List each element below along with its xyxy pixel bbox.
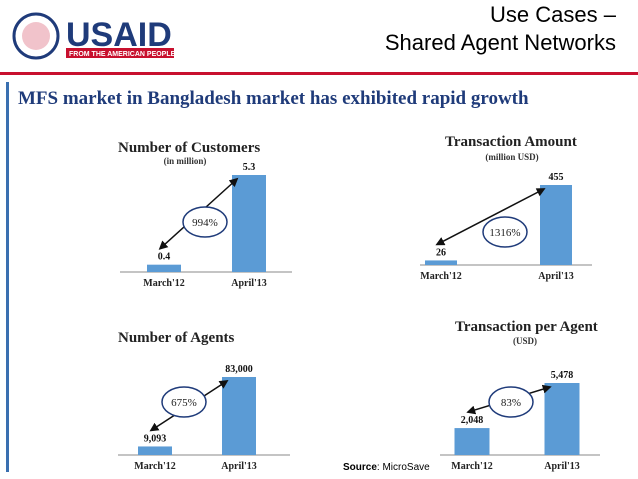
source: Source: MicroSave	[343, 462, 430, 473]
slide-title: Use Cases –	[490, 2, 617, 27]
x-tick-label: April'13	[231, 278, 267, 289]
source-text: : MicroSave	[377, 462, 430, 473]
divider	[0, 72, 638, 75]
growth-badge	[488, 386, 534, 418]
chart-title: Number of Agents	[118, 330, 235, 346]
data-label: 2,048	[461, 415, 484, 426]
bar	[138, 446, 172, 455]
growth-badge	[182, 206, 228, 238]
seal	[12, 12, 60, 60]
chart-subtitle: (in million)	[164, 156, 207, 166]
data-label: 455	[549, 172, 564, 183]
bar	[222, 377, 256, 455]
side-rule	[6, 82, 9, 472]
bar	[544, 383, 580, 455]
growth-label: 83%	[501, 397, 521, 409]
chart-title: Number of Customers	[118, 140, 260, 156]
data-label: 83,000	[225, 364, 253, 375]
source-label: Source	[343, 462, 377, 473]
growth-label: 1316%	[489, 227, 520, 239]
x-tick-label: April'13	[544, 461, 580, 472]
x-tick-label: March'12	[143, 278, 184, 289]
bar	[540, 185, 572, 265]
growth-arrow	[435, 188, 546, 246]
growth-badge	[161, 386, 207, 418]
bar	[147, 264, 181, 272]
chart-title: Transaction Amount	[445, 134, 577, 150]
logo-tagline: FROM THE AMERICAN PEOPLE	[69, 51, 176, 58]
x-tick-label: March'12	[451, 461, 492, 472]
growth-badge	[482, 216, 528, 248]
chart-title: Transaction per Agent	[455, 319, 598, 335]
x-tick-label: March'12	[134, 461, 175, 472]
data-label: 5.3	[243, 162, 256, 173]
x-tick-label: March'12	[420, 271, 461, 282]
logo: USAID FROM THE AMERICAN PEOPLE	[12, 12, 176, 60]
growth-label: 675%	[171, 397, 197, 409]
logo-bar	[66, 48, 174, 58]
data-label: 5,478	[551, 370, 574, 381]
growth-label: 994%	[192, 217, 218, 229]
bar	[454, 428, 490, 455]
data-label: 26	[436, 247, 446, 258]
logo-name: USAID	[66, 16, 172, 54]
x-tick-label: April'13	[538, 271, 574, 282]
chart-subtitle: (million USD)	[485, 152, 538, 162]
bar	[425, 260, 457, 265]
bar	[232, 175, 266, 272]
x-tick-label: April'13	[221, 461, 257, 472]
headline: MFS market in Bangladesh market has exhi…	[18, 88, 529, 109]
data-label: 9,093	[144, 433, 167, 444]
slide-title: Shared Agent Networks	[385, 30, 616, 55]
data-label: 0.4	[158, 252, 171, 263]
chart-subtitle: (USD)	[513, 336, 537, 346]
seal-inner	[22, 22, 50, 50]
